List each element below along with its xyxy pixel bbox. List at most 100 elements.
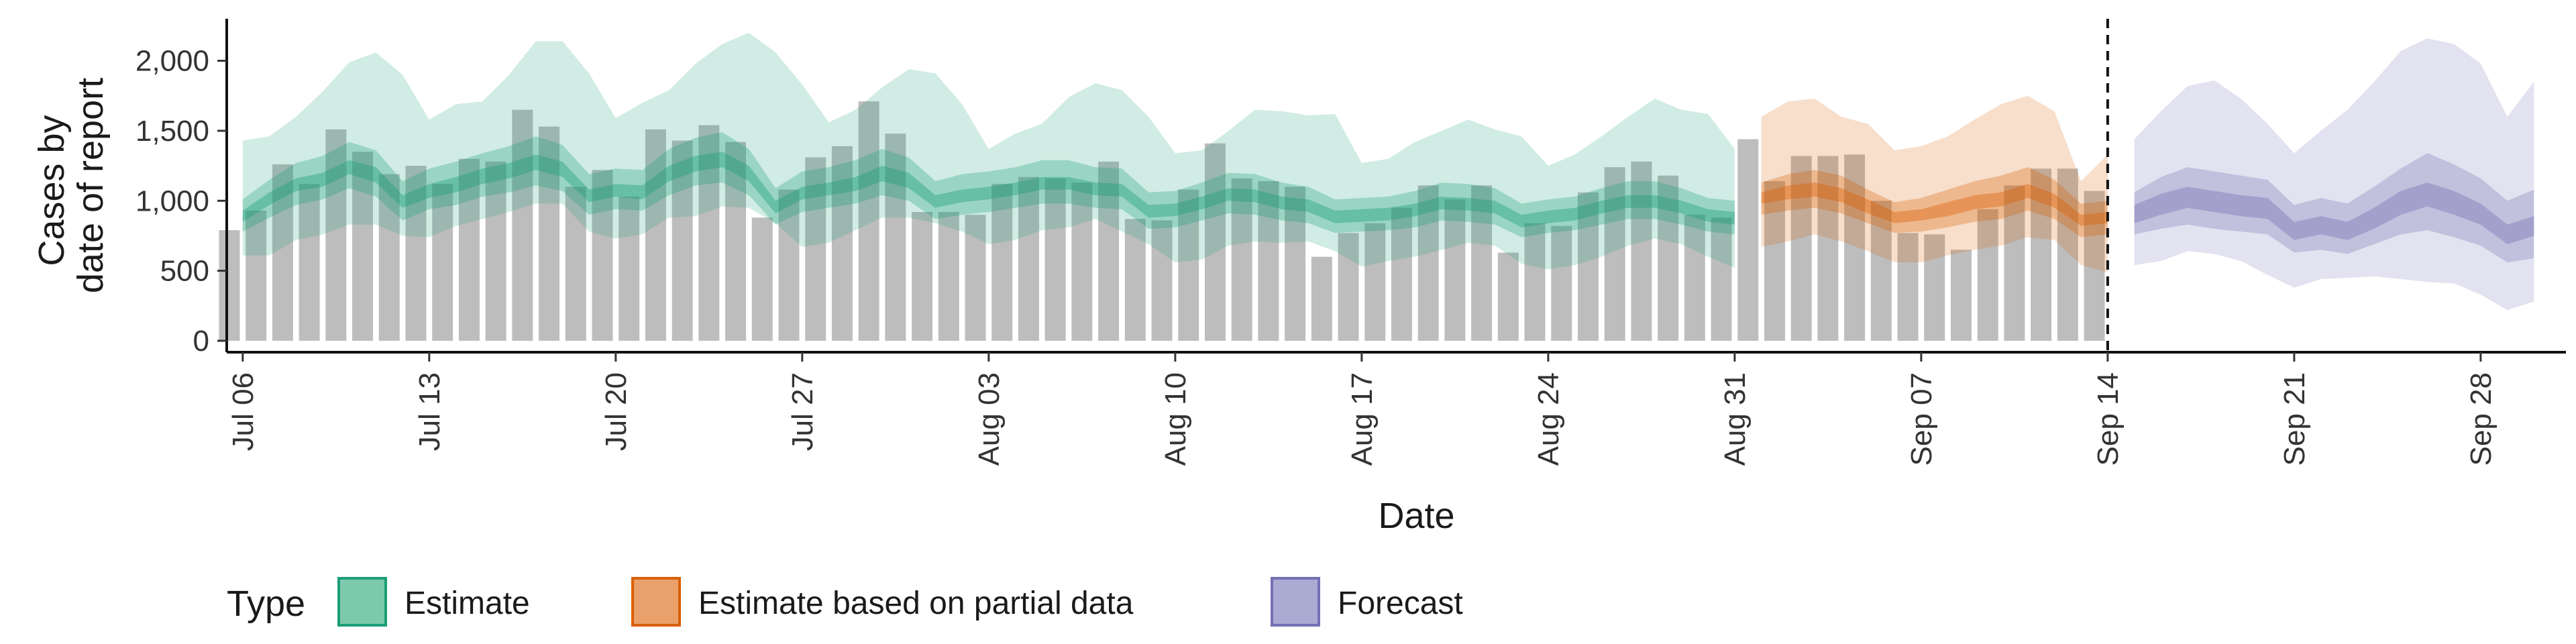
legend-label-0: Estimate [405, 586, 530, 621]
x-tick-label-9: Sep 07 [1905, 372, 1938, 466]
bar-40 [1285, 186, 1306, 341]
bar-9 [458, 158, 480, 341]
legend-key-0 [337, 577, 387, 627]
legend-title: Type [227, 584, 305, 624]
bar-64 [1924, 234, 1945, 341]
bar-63 [1897, 233, 1919, 341]
bar-48 [1497, 252, 1519, 341]
x-tick-label-12: Sep 28 [2465, 372, 2498, 466]
legend-key-2 [1271, 577, 1320, 627]
x-axis-title: Date [1378, 496, 1454, 536]
bar-65 [1950, 250, 1972, 341]
y-axis-title: Cases by date of report [32, 78, 111, 293]
bar-13 [565, 186, 586, 341]
bar-47 [1471, 185, 1493, 341]
bar-8 [432, 184, 453, 341]
x-tick-label-4: Aug 03 [973, 372, 1006, 466]
series-0-ci20-band [242, 152, 1735, 227]
bar-54 [1658, 175, 1679, 341]
bar-18 [698, 125, 720, 341]
x-tick-label-6: Aug 17 [1346, 372, 1379, 466]
y-tick-label-0: 0 [193, 325, 209, 358]
series-2-ci90-band [2134, 38, 2534, 311]
bar-38 [1231, 178, 1252, 341]
bar-53 [1631, 161, 1652, 341]
bar-26 [912, 212, 933, 341]
bar-32 [1071, 182, 1093, 341]
bar-37 [1204, 143, 1226, 341]
bar-23 [831, 146, 853, 341]
bar-49 [1524, 223, 1546, 341]
x-tick-label-2: Jul 20 [600, 372, 633, 451]
bar-5 [352, 152, 374, 341]
series-1-ci90-band [1761, 95, 2108, 272]
series-0-ci50-band [242, 132, 1735, 237]
legend-label-1: Estimate based on partial data [698, 586, 1134, 621]
bar-2 [272, 164, 293, 341]
series-2-ci20-band [2134, 182, 2534, 244]
bar-4 [325, 129, 347, 341]
y-axis-title-line-1: Cases by [32, 115, 72, 266]
bar-59 [1790, 156, 1812, 341]
bar-46 [1444, 199, 1466, 341]
x-tick-label-3: Jul 27 [786, 372, 819, 451]
bar-19 [725, 142, 747, 341]
bar-11 [512, 109, 533, 341]
bar-12 [539, 126, 560, 341]
y-tick-label-2: 1,000 [136, 184, 209, 217]
bars-layer [219, 101, 2105, 341]
bar-39 [1258, 181, 1279, 341]
bar-16 [645, 129, 666, 341]
series-0-ci90-band [242, 32, 1735, 270]
x-tick-label-7: Aug 24 [1532, 372, 1565, 466]
bar-25 [885, 133, 906, 341]
bar-3 [299, 184, 320, 341]
bar-35 [1151, 220, 1173, 341]
bar-43 [1364, 223, 1386, 341]
legend: Type Estimate Estimate based on partial d… [227, 577, 1463, 627]
bar-69 [2057, 168, 2078, 341]
bar-42 [1338, 233, 1359, 341]
bar-70 [2084, 191, 2105, 341]
bar-15 [619, 197, 640, 341]
bar-28 [965, 215, 986, 341]
bar-66 [1977, 209, 1998, 341]
x-tick-label-8: Aug 31 [1719, 372, 1752, 466]
ribbons-layer [242, 32, 2534, 311]
bar-55 [1684, 215, 1705, 341]
y-tick-label-3: 1,500 [136, 115, 209, 148]
bar-68 [2031, 168, 2052, 341]
bar-7 [405, 166, 427, 341]
bar-17 [672, 140, 693, 341]
series-1-ci20-band [1761, 182, 2108, 226]
bar-41 [1311, 256, 1332, 341]
bar-61 [1844, 154, 1866, 341]
bar-0 [219, 230, 240, 341]
series-1-ci50-band [1761, 167, 2108, 237]
bar-51 [1577, 192, 1599, 341]
bar-21 [778, 189, 800, 341]
bar-60 [1817, 156, 1839, 341]
y-tick-label-1: 500 [160, 255, 209, 288]
bar-6 [378, 174, 400, 341]
x-tick-label-1: Jul 13 [413, 372, 446, 451]
x-tick-label-10: Sep 14 [2092, 372, 2125, 466]
x-axis-ticks: Jul 06 Jul 13 Jul 20 Jul 27 Aug 03 Aug 10 Aug … [227, 352, 2498, 466]
bar-36 [1178, 189, 1199, 341]
bar-34 [1124, 219, 1146, 341]
legend-key-1 [631, 577, 681, 627]
bar-24 [858, 101, 879, 341]
legend-label-2: Forecast [1338, 586, 1463, 621]
legend-items: Estimate Estimate based on partial data Fo… [337, 577, 1463, 627]
y-axis-title-line-2: date of report [70, 78, 111, 293]
bar-31 [1044, 178, 1066, 341]
bar-33 [1098, 161, 1120, 341]
bar-14 [592, 170, 613, 341]
bar-44 [1391, 207, 1412, 341]
bar-27 [938, 212, 959, 341]
bar-45 [1417, 185, 1439, 341]
bar-1 [246, 210, 267, 341]
bar-50 [1551, 225, 1572, 341]
